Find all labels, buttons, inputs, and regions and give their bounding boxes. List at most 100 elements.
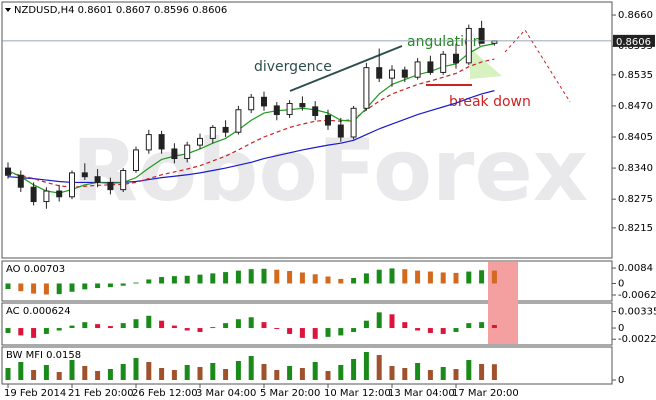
indicator-name: AC [6, 306, 20, 317]
indicator-label: AC 0.000624 [6, 306, 71, 317]
indicator-bar [82, 283, 88, 290]
indicator-bar [402, 368, 408, 380]
indicator-bar [389, 268, 395, 284]
indicator-bar [95, 371, 101, 380]
candle-body [5, 167, 11, 176]
high: 0.8607 [116, 5, 151, 16]
candle-body [453, 53, 459, 64]
ac-panel [1, 302, 613, 346]
annotation: break down [449, 94, 531, 110]
indicator-bar [120, 283, 126, 286]
indicator-bar [120, 364, 126, 380]
indicator-bar [197, 328, 203, 332]
candle-body [184, 144, 191, 160]
y-tick-label: 0 [618, 323, 624, 334]
y-tick-label: 0.8405 [618, 132, 653, 143]
candle-body [376, 67, 383, 79]
candle-body [94, 176, 101, 183]
indicator-bar [325, 371, 331, 380]
indicator-bar [146, 315, 152, 329]
indicator-bar [18, 283, 24, 292]
indicator-bar [453, 369, 459, 380]
indicator-name: AO [6, 264, 21, 275]
indicator-bar [338, 365, 344, 380]
indicator-bar [18, 328, 24, 336]
candle-body [69, 172, 75, 198]
indicator-bar [440, 328, 446, 334]
y-tick-label: 0.8535 [618, 70, 653, 81]
indicator-bar [69, 360, 75, 380]
indicator-bar [274, 269, 280, 284]
indicator-bar [159, 320, 165, 329]
candle-body [478, 27, 485, 44]
indicator-bar [210, 273, 216, 284]
indicator-bar [235, 319, 241, 329]
indicator-bar [18, 362, 24, 380]
indicator-bar [363, 273, 369, 284]
indicator-bar [466, 360, 472, 380]
candle-body [17, 174, 24, 188]
indicator-bar [223, 272, 229, 284]
candle-body [235, 109, 242, 133]
indicator-bar [95, 283, 101, 289]
indicator-label: AO 0.00703 [6, 264, 65, 275]
low: 0.8596 [154, 5, 189, 16]
candle-body [389, 69, 395, 79]
candle-body [312, 106, 319, 116]
indicator-bar [415, 363, 421, 380]
indicator-bar [376, 355, 382, 380]
candle-body [158, 134, 165, 150]
annotation: divergence [254, 59, 332, 75]
indicator-bar [287, 328, 293, 334]
indicator-bar [133, 282, 139, 284]
indicator-bar [197, 274, 203, 284]
indicator-bar [274, 370, 280, 380]
indicator-bar [43, 328, 49, 334]
indicator-bar [31, 283, 37, 294]
moving-average [7, 43, 495, 194]
y-tick-label: -0.00628 [618, 290, 656, 301]
indicator-bar [95, 324, 101, 329]
divergence-line [289, 45, 403, 92]
indicator-bar [261, 268, 267, 284]
x-tick-label: 17 Mar 20:00 [452, 388, 519, 399]
candle-body [337, 124, 344, 138]
indicator-bar [184, 328, 190, 331]
indicator-bar [43, 365, 49, 380]
indicator-bar [248, 317, 254, 329]
indicator-bar [363, 352, 369, 380]
indicator-bar [171, 276, 177, 284]
indicator-bar [287, 270, 293, 284]
close: 0.8606 [192, 5, 227, 16]
moving-average [7, 58, 495, 188]
x-tick-label: 3 Mar 04:00 [196, 388, 256, 399]
price-label-bg [613, 34, 655, 47]
indicator-bar [479, 270, 485, 284]
indicator-bar [133, 319, 139, 329]
candle-body [325, 114, 331, 126]
indicator-bar [31, 328, 37, 338]
candle-body [81, 172, 88, 178]
candle-body [56, 190, 63, 198]
candle-body [107, 181, 114, 191]
y-tick-label: 0.8215 [618, 223, 653, 234]
x-tick-label: 19 Feb 2014 [4, 388, 66, 399]
indicator-value: 0.0158 [46, 350, 81, 361]
indicator-bar [427, 328, 433, 333]
indicator-bar [479, 322, 485, 329]
indicator-bar [43, 283, 49, 295]
indicator-bar [5, 283, 11, 289]
projection [504, 29, 571, 103]
indicator-bar [56, 328, 62, 331]
indicator-bar [56, 283, 62, 295]
indicator-bar [299, 328, 305, 338]
candle-body [145, 134, 152, 151]
y-tick-label: 0.8660 [618, 10, 653, 21]
indicator-bar [389, 366, 395, 380]
indicator-bar [146, 279, 152, 284]
indicator-bar [107, 283, 113, 288]
candle-body [43, 190, 50, 203]
menu-arrow [5, 8, 11, 12]
y-tick-label: 0.8275 [618, 194, 653, 205]
indicator-bar [299, 368, 305, 380]
